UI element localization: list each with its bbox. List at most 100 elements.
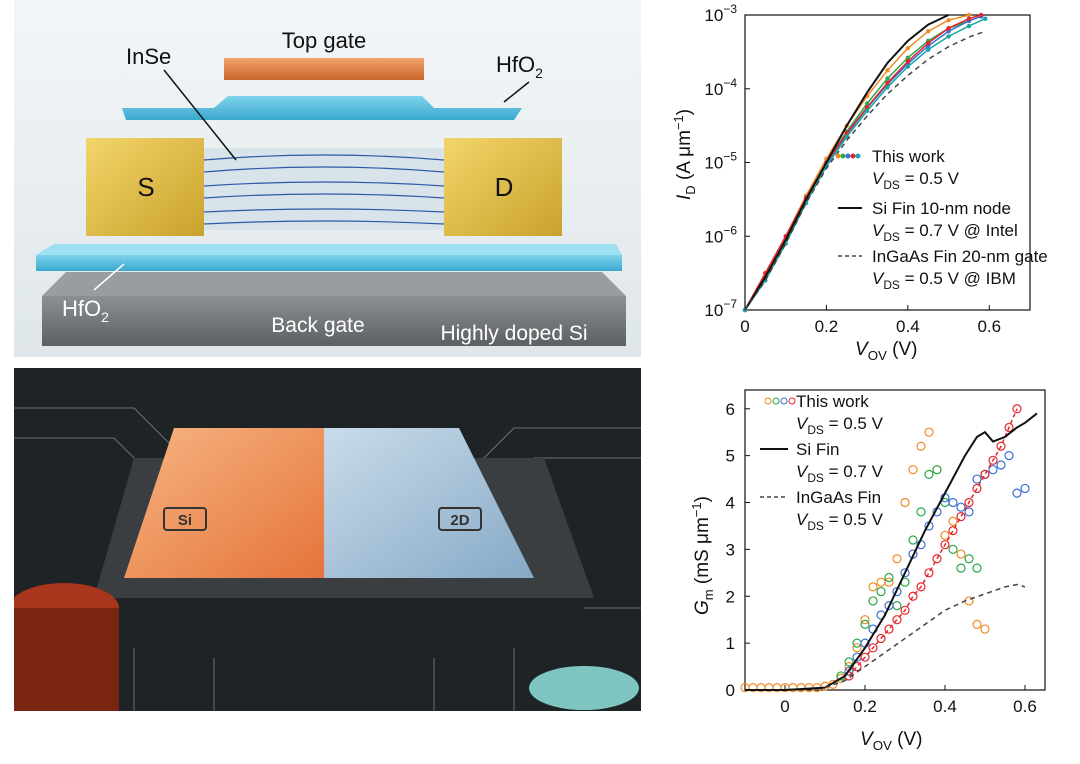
plot-frame xyxy=(744,389,1046,691)
data-point xyxy=(905,45,911,51)
y-tick-label: 1 xyxy=(726,634,735,653)
x-tick-label: 0.4 xyxy=(896,317,920,336)
bottom-hfo2-front xyxy=(36,255,622,271)
legend-swatch-dot xyxy=(850,153,856,159)
data-point xyxy=(864,104,870,110)
back-gate-front xyxy=(42,296,626,346)
id-chart-svg: 0 0.2 0.4 0.6 10−7 10−6 10−5 10−4 10−3 VOV (V) ID … xyxy=(671,2,1048,363)
twod-label: 2D xyxy=(450,512,469,529)
data-point xyxy=(876,577,886,587)
data-point xyxy=(964,497,974,508)
data-point xyxy=(884,601,894,611)
legend-condition: VDS = 0.5 V xyxy=(796,510,884,533)
data-point xyxy=(884,624,894,634)
data-point xyxy=(1012,404,1022,414)
data-point xyxy=(905,55,911,60)
y-axis-label: Gm (mS μm−1) xyxy=(689,496,716,615)
data-point xyxy=(924,427,934,437)
data-point xyxy=(926,40,931,46)
data-point xyxy=(956,502,966,512)
hfo2-bottom-pointer xyxy=(93,263,125,291)
data-point xyxy=(964,507,974,517)
chip-illustration: Si 2D xyxy=(9,368,641,711)
legend-label: Si Fin xyxy=(796,440,839,459)
data-point xyxy=(885,68,890,73)
data-point xyxy=(844,657,854,667)
gm-chart: 0 0.2 0.4 0.6 0 1 2 3 4 5 6 VOV (V) Gm (mS μm−1) This… xyxy=(650,375,1080,759)
chip-si-half xyxy=(124,428,324,578)
data-point xyxy=(892,554,902,564)
legend-condition: VDS = 0.5 V xyxy=(796,414,884,437)
device-schematic: Top gate HfO2 InSe S D HfO2 Back gate Hi… xyxy=(14,0,641,357)
data-point xyxy=(868,582,878,592)
label-drain: D xyxy=(495,172,514,202)
data-point xyxy=(924,568,934,578)
data-point xyxy=(924,469,934,479)
data-point xyxy=(860,615,870,625)
legend-label: Si Fin 10-nm node xyxy=(872,199,1011,218)
legend-condition: VDS = 0.7 V xyxy=(796,462,884,485)
data-point xyxy=(908,465,918,475)
label-hfo2-bottom: HfO2 xyxy=(62,296,109,325)
x-tick-label: 0.6 xyxy=(1013,697,1037,716)
data-point xyxy=(885,76,890,81)
x-tick-label: 0 xyxy=(740,317,749,336)
data-point xyxy=(884,577,894,587)
data-point xyxy=(980,469,990,479)
data-point xyxy=(860,619,870,629)
data-point xyxy=(852,643,862,653)
data-point xyxy=(926,29,931,34)
x-tick-label: 0 xyxy=(780,697,789,716)
data-point xyxy=(996,460,1006,470)
data-point xyxy=(916,507,926,517)
legend-label: This work xyxy=(796,392,869,411)
data-point xyxy=(978,12,984,18)
series-line-this-work xyxy=(744,18,986,311)
legend-label: This work xyxy=(872,147,945,166)
data-point xyxy=(868,643,878,653)
data-point xyxy=(1012,488,1022,498)
data-point xyxy=(948,526,958,536)
legend-swatch-circle xyxy=(764,397,772,405)
series-line-red-fit xyxy=(848,408,1018,677)
back-gate-block xyxy=(42,272,626,296)
data-point xyxy=(905,64,911,69)
data-point xyxy=(946,34,951,39)
legend-label: InGaAs Fin 20-nm gate xyxy=(872,247,1048,266)
data-point xyxy=(940,540,950,550)
legend-swatch-dot xyxy=(855,153,861,159)
data-point xyxy=(983,16,988,21)
data-point xyxy=(876,633,886,644)
data-point xyxy=(905,59,911,64)
data-point xyxy=(1004,451,1014,461)
data-point xyxy=(900,605,910,615)
id-chart: 0 0.2 0.4 0.6 10−7 10−6 10−5 10−4 10−3 VOV (V) ID … xyxy=(650,0,1080,370)
legend-swatch-dot xyxy=(835,153,841,159)
data-point xyxy=(948,497,958,508)
y-tick-label: 10−7 xyxy=(704,297,737,320)
chip-2d-half xyxy=(324,428,534,578)
data-point xyxy=(908,535,918,545)
legend-swatch-dot xyxy=(845,153,851,159)
data-point xyxy=(916,441,926,451)
data-point xyxy=(956,563,966,573)
data-point xyxy=(852,638,862,648)
data-point xyxy=(940,530,950,540)
drain-electrode xyxy=(444,138,562,236)
si-label: Si xyxy=(178,512,192,529)
data-point xyxy=(926,47,931,52)
data-point xyxy=(852,661,862,672)
label-top-gate: Top gate xyxy=(282,28,366,53)
data-point xyxy=(932,554,942,564)
data-point xyxy=(860,652,870,662)
red-cylinder-body xyxy=(9,608,119,711)
data-point xyxy=(885,85,890,90)
inse-pointer xyxy=(163,69,237,161)
twod-badge xyxy=(438,507,482,531)
data-point xyxy=(948,516,958,526)
y-tick-label: 4 xyxy=(726,494,735,513)
data-point xyxy=(864,108,870,114)
data-point xyxy=(892,615,902,625)
data-point xyxy=(946,17,951,23)
data-point xyxy=(900,568,910,578)
